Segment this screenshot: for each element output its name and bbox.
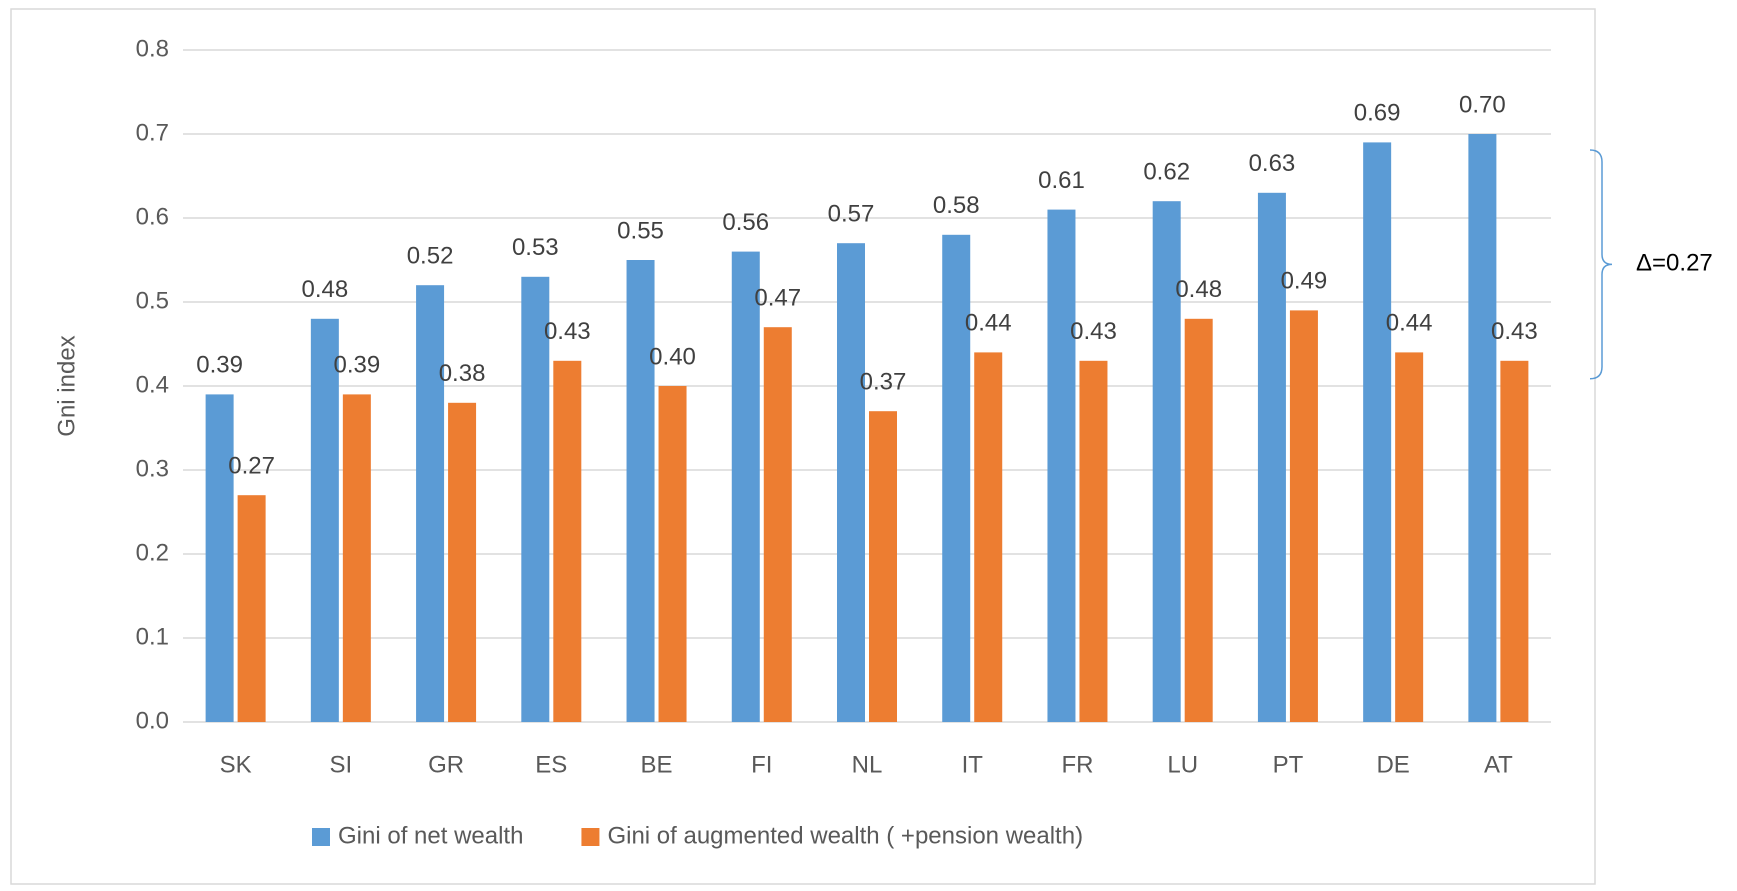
bar xyxy=(1047,209,1076,723)
value-label: 0.55 xyxy=(617,217,664,244)
value-label: 0.52 xyxy=(407,243,454,270)
value-label: 0.49 xyxy=(1281,268,1328,295)
x-tick-label: SI xyxy=(330,751,353,778)
y-tick-label: 0.4 xyxy=(136,371,169,398)
value-label: 0.48 xyxy=(1175,276,1222,303)
x-tick-label: PT xyxy=(1273,751,1304,778)
x-tick-label: GR xyxy=(428,751,464,778)
value-label: 0.61 xyxy=(1038,167,1085,194)
x-tick-label: IT xyxy=(962,751,984,778)
x-tick-label: FR xyxy=(1061,751,1093,778)
bar xyxy=(731,251,760,722)
bar xyxy=(763,327,792,722)
bar xyxy=(942,234,971,723)
legend-label: Gini of net wealth xyxy=(338,822,523,849)
value-label: 0.47 xyxy=(754,285,801,312)
x-tick-label: NL xyxy=(852,751,883,778)
bar xyxy=(1500,360,1529,722)
bar xyxy=(448,402,477,722)
value-label: 0.44 xyxy=(1386,310,1433,337)
value-label: 0.43 xyxy=(1491,318,1538,345)
bar xyxy=(869,411,897,722)
y-tick-label: 0.3 xyxy=(136,455,169,482)
value-label: 0.40 xyxy=(649,343,696,370)
y-tick-label: 0.1 xyxy=(136,623,169,650)
legend-swatch xyxy=(581,828,600,846)
value-label: 0.38 xyxy=(439,360,486,387)
bar xyxy=(1079,360,1108,722)
y-tick-label: 0.6 xyxy=(136,203,169,230)
value-label: 0.57 xyxy=(828,201,875,228)
bar xyxy=(416,285,445,722)
value-label: 0.43 xyxy=(544,318,591,345)
x-tick-label: BE xyxy=(641,751,673,778)
chart-border xyxy=(10,8,1596,885)
bar xyxy=(1468,134,1497,722)
value-label: 0.53 xyxy=(512,234,559,261)
value-label: 0.48 xyxy=(301,276,348,303)
bar xyxy=(658,386,687,722)
annotation: Δ=0.27 xyxy=(1636,250,1713,277)
bar xyxy=(974,352,1003,722)
x-tick-label: DE xyxy=(1376,751,1409,778)
value-label: 0.27 xyxy=(228,453,275,480)
y-tick-label: 0.2 xyxy=(136,539,169,566)
value-label: 0.39 xyxy=(196,352,243,379)
value-label: 0.69 xyxy=(1354,100,1401,127)
value-label: 0.44 xyxy=(965,310,1012,337)
bar xyxy=(1184,318,1213,722)
value-label: 0.56 xyxy=(722,209,769,236)
y-tick-label: 0.8 xyxy=(136,35,169,62)
value-label: 0.43 xyxy=(1070,318,1117,345)
value-label: 0.37 xyxy=(860,369,907,396)
x-tick-label: AT xyxy=(1484,751,1513,778)
bar xyxy=(237,495,266,722)
bar xyxy=(1289,310,1318,722)
bar xyxy=(1152,201,1181,722)
bar xyxy=(310,318,339,722)
brace xyxy=(1589,149,1613,380)
legend-swatch xyxy=(312,828,330,846)
y-tick-label: 0.7 xyxy=(136,119,169,146)
bar xyxy=(626,260,655,722)
bar xyxy=(1363,142,1392,722)
value-label: 0.58 xyxy=(933,192,980,219)
legend-label: Gini of augmented wealth ( +pension weal… xyxy=(607,822,1083,849)
bar xyxy=(553,360,582,722)
bar xyxy=(1257,192,1286,723)
y-tick-label: 0.0 xyxy=(136,707,169,734)
value-label: 0.62 xyxy=(1143,159,1190,186)
y-axis-label: Gni index xyxy=(53,335,80,436)
bar xyxy=(1395,352,1424,722)
x-tick-label: FI xyxy=(751,751,772,778)
x-tick-label: SK xyxy=(220,751,252,778)
value-label: 0.70 xyxy=(1459,91,1506,118)
x-tick-label: ES xyxy=(535,751,567,778)
value-label: 0.39 xyxy=(333,352,380,379)
bar xyxy=(521,276,550,722)
x-tick-label: LU xyxy=(1167,751,1198,778)
y-tick-label: 0.5 xyxy=(136,287,169,314)
bar xyxy=(837,243,865,722)
bar xyxy=(205,394,234,722)
value-label: 0.63 xyxy=(1249,150,1296,177)
bar xyxy=(342,394,371,722)
